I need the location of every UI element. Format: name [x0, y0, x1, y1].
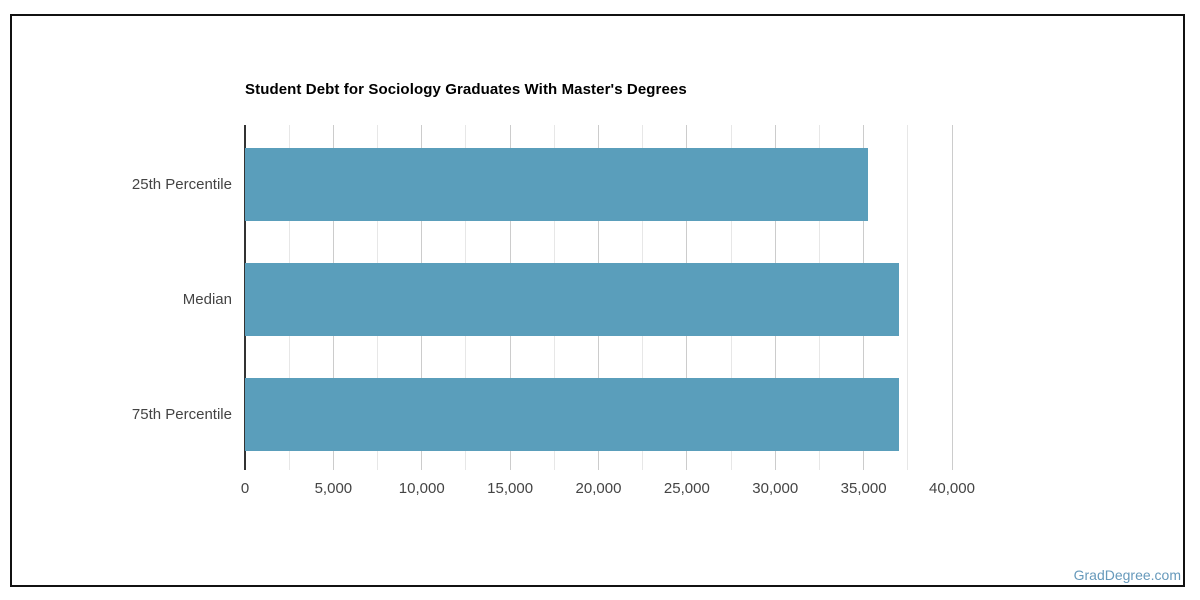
x-tick-label: 25,000 — [663, 480, 710, 497]
watermark-link[interactable]: GradDegree.com — [1073, 567, 1181, 583]
bar-75th-percentile[interactable] — [245, 378, 899, 451]
category-label: 75th Percentile — [131, 405, 232, 423]
category-label: 25th Percentile — [131, 175, 232, 193]
major-gridline — [951, 125, 953, 470]
bar-25th-percentile[interactable] — [245, 148, 869, 221]
bar-median[interactable] — [245, 263, 899, 336]
x-tick-label: 20,000 — [575, 480, 622, 497]
x-tick-label: 15,000 — [487, 480, 534, 497]
x-tick-label: 5,000 — [314, 480, 353, 497]
x-tick-label: 30,000 — [752, 480, 799, 497]
x-tick-label: 40,000 — [929, 480, 975, 497]
minor-gridline — [907, 125, 909, 470]
category-label: Median — [182, 290, 232, 308]
x-tick-label: 0 — [240, 480, 250, 497]
x-tick-label: 10,000 — [398, 480, 445, 497]
chart-title: Student Debt for Sociology Graduates Wit… — [245, 81, 687, 98]
x-tick-label: 35,000 — [840, 480, 887, 497]
